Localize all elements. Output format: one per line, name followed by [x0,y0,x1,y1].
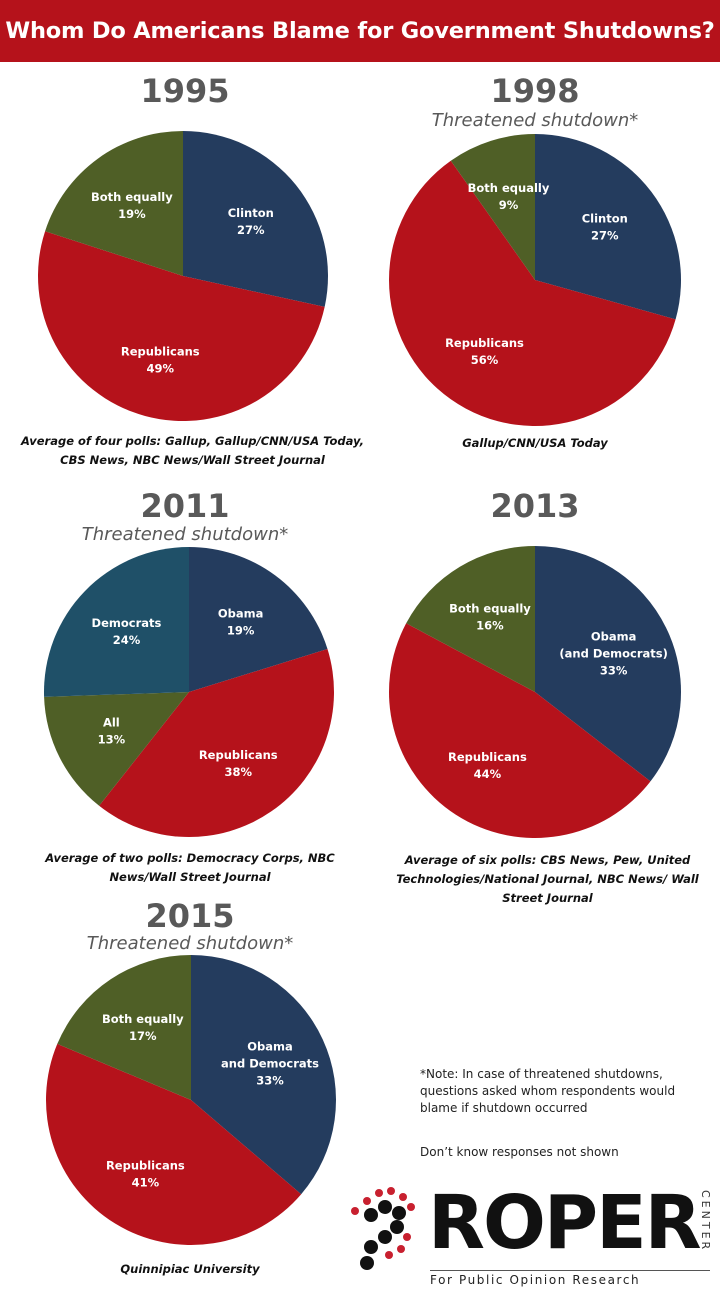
pie-2013-slice-republicans [388,623,651,838]
chart-2015-title: 2015 [145,897,235,935]
chart-1998-title: 1998 [490,72,580,110]
chart-2015-source: Quinnipiac University [120,1262,260,1276]
note-threatened: *Note: In case of threatened shutdowns, … [420,1067,676,1115]
pie-2015-slice-obama-and-democrats [191,955,336,1195]
pie-1998-slice-republicans [388,160,676,427]
pie-1995-label-clinton: Clinton 27% [228,206,274,237]
pie-2013-slice-both-equally [406,546,535,692]
roper-logo-center-text: CENTER [699,1190,712,1253]
pie-1998-slice-both-equally [450,134,535,280]
pie-2015-label-obama-and-democrats: Obama and Democrats 33% [221,1040,319,1088]
pie-2015-label-both-equally: Both equally 17% [102,1012,184,1043]
pie-2013-label-obama-and-democrats: Obama (and Democrats) 33% [559,629,668,677]
pie-2015-slice-republicans [46,1043,302,1245]
chart-2013-title: 2013 [490,487,580,525]
pie-2013-label-republicans: Republicans 44% [448,750,527,781]
pie-1995-label-republicans: Republicans 49% [121,344,200,375]
pie-2011-label-republicans: Republicans 38% [199,748,278,779]
pie-2011-label-democrats: Democrats 24% [92,616,162,647]
pie-2011-slice-all [44,692,189,806]
pie-1995-slice-both-equally [45,131,184,276]
logo-divider [430,1270,710,1271]
pie-1995-slice-clinton [183,131,328,307]
chart-1998-source: Gallup/CNN/USA Today [462,436,608,450]
pie-1998-label-republicans: Republicans 56% [445,336,524,367]
pie-2013-label-both-equally: Both equally 16% [449,601,531,632]
chart-2011-subtitle: Threatened shutdown* [81,524,289,545]
pie-2013-slice-obama-and-democrats [535,546,681,782]
page-title: Whom Do Americans Blame for Government S… [5,18,715,44]
pie-2011-slice-democrats [44,547,190,697]
pie-1995-label-both-equally: Both equally 19% [91,190,173,221]
pie-2011-slice-obama [189,547,328,692]
chart-2011-source: Average of two polls: Democracy Corps, N… [45,851,335,884]
note-dont-know: Don’t know responses not shown [420,1145,619,1159]
pie-2015-label-republicans: Republicans 41% [106,1159,185,1190]
pie-1998-label-clinton: Clinton 27% [582,212,628,243]
pie-2015-slice-both-equally [57,955,192,1100]
chart-1998-subtitle: Threatened shutdown* [431,110,639,131]
pie-1998-slice-clinton [535,134,681,320]
chart-2015-subtitle: Threatened shutdown* [86,933,294,954]
pie-2011-label-all: All 13% [98,716,126,747]
chart-1995-source: Average of four polls: Gallup, Gallup/CN… [20,434,365,467]
chart-2011-title: 2011 [140,487,230,525]
roper-logo-text: ROPER [428,1180,702,1266]
chart-1995-title: 1995 [140,72,230,110]
pie-2011-label-obama: Obama 19% [218,606,264,637]
pie-2011-slice-republicans [99,649,335,838]
chart-2013-source: Average of six polls: CBS News, Pew, Uni… [396,853,699,905]
roper-logo-mark-icon [351,1187,415,1270]
title-banner [0,0,720,62]
pie-1998-label-both-equally: Both equally 9% [468,181,550,212]
roper-tagline: For Public Opinion Research [430,1273,641,1287]
pie-1995-slice-republicans [37,231,325,422]
